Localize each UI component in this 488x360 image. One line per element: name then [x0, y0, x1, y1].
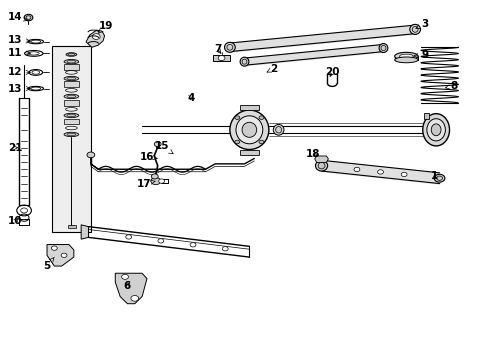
Ellipse shape — [224, 42, 235, 52]
Ellipse shape — [399, 54, 412, 58]
Bar — [64, 100, 79, 106]
Ellipse shape — [229, 110, 268, 149]
Circle shape — [151, 177, 160, 185]
Circle shape — [259, 140, 264, 144]
Text: 7: 7 — [214, 44, 221, 54]
Circle shape — [122, 274, 128, 279]
Circle shape — [377, 170, 383, 174]
Text: 10: 10 — [8, 216, 22, 226]
Circle shape — [234, 116, 239, 120]
Circle shape — [218, 55, 224, 60]
Text: 15: 15 — [154, 141, 173, 154]
Circle shape — [158, 179, 164, 183]
Ellipse shape — [409, 24, 420, 35]
Polygon shape — [239, 149, 259, 155]
Ellipse shape — [433, 174, 444, 182]
Circle shape — [87, 152, 95, 158]
Ellipse shape — [66, 53, 77, 56]
Circle shape — [234, 140, 239, 144]
Text: 3: 3 — [415, 19, 427, 29]
Circle shape — [125, 235, 131, 239]
Polygon shape — [115, 273, 147, 304]
Ellipse shape — [394, 52, 417, 60]
Ellipse shape — [64, 94, 79, 99]
Text: 19: 19 — [98, 21, 113, 33]
Ellipse shape — [430, 124, 440, 136]
Ellipse shape — [422, 114, 448, 146]
Ellipse shape — [273, 125, 284, 135]
Ellipse shape — [64, 59, 79, 64]
Circle shape — [154, 141, 161, 147]
Circle shape — [92, 34, 100, 40]
Ellipse shape — [426, 119, 445, 141]
Ellipse shape — [64, 113, 79, 118]
Text: 2: 2 — [266, 64, 277, 74]
Ellipse shape — [242, 122, 256, 137]
Text: 1: 1 — [430, 171, 437, 181]
Text: 18: 18 — [305, 149, 319, 159]
Circle shape — [353, 167, 359, 172]
Polygon shape — [81, 225, 88, 239]
Ellipse shape — [378, 44, 387, 53]
Circle shape — [61, 253, 67, 257]
Bar — [64, 81, 79, 87]
Circle shape — [24, 14, 33, 21]
Text: 13: 13 — [8, 84, 30, 94]
Text: 5: 5 — [43, 257, 54, 271]
Text: 11: 11 — [8, 48, 30, 58]
Text: 17: 17 — [137, 179, 155, 189]
Circle shape — [151, 174, 158, 179]
Circle shape — [222, 247, 228, 251]
Circle shape — [158, 239, 163, 243]
Bar — [52, 45, 91, 232]
Circle shape — [259, 116, 264, 120]
Text: 14: 14 — [8, 12, 28, 22]
Text: 16: 16 — [140, 152, 157, 162]
Polygon shape — [239, 105, 259, 110]
Circle shape — [400, 172, 406, 177]
Circle shape — [190, 243, 196, 247]
Ellipse shape — [64, 76, 79, 81]
Ellipse shape — [64, 132, 79, 136]
Ellipse shape — [240, 57, 248, 66]
Bar — [68, 225, 76, 228]
Polygon shape — [314, 156, 328, 162]
Ellipse shape — [236, 116, 262, 144]
Bar — [64, 119, 79, 125]
Text: 21: 21 — [8, 143, 22, 153]
Text: 9: 9 — [413, 50, 427, 60]
Text: 20: 20 — [325, 67, 339, 77]
Ellipse shape — [394, 57, 417, 63]
Bar — [64, 64, 79, 70]
Text: 4: 4 — [187, 93, 194, 103]
Ellipse shape — [315, 160, 327, 171]
Circle shape — [51, 246, 57, 250]
Circle shape — [131, 296, 139, 301]
Text: 8: 8 — [445, 81, 457, 91]
Polygon shape — [86, 30, 104, 47]
Text: 13: 13 — [8, 35, 30, 45]
Text: 12: 12 — [8, 67, 30, 77]
Polygon shape — [423, 113, 428, 119]
Bar — [212, 55, 230, 61]
Text: 6: 6 — [123, 281, 131, 291]
Polygon shape — [47, 244, 74, 266]
